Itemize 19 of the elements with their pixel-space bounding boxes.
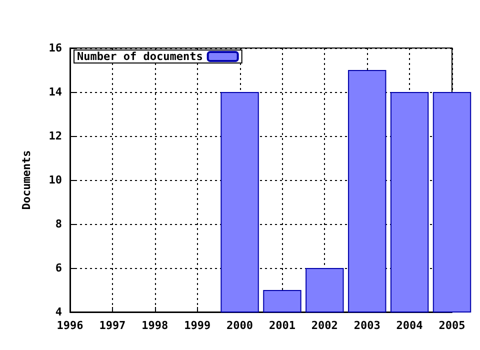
x-tick-label: 2000: [226, 319, 254, 332]
x-tick-label: 2004: [396, 319, 424, 332]
x-tick-label: 1996: [56, 319, 84, 332]
legend-label: Number of documents: [76, 50, 203, 63]
y-tick-label: 8: [55, 218, 62, 230]
y-tick-label: 16: [48, 42, 62, 54]
x-tick-label: 1997: [99, 319, 126, 332]
y-tick-label: 14: [48, 86, 62, 98]
y-tick-label: 6: [55, 262, 62, 274]
x-tick-label: 1998: [142, 319, 168, 332]
x-tick-label: 2002: [311, 319, 338, 332]
y-tick-label: 4: [55, 306, 62, 318]
y-tick-label: 10: [48, 174, 62, 186]
y-tick-label: 12: [48, 130, 62, 142]
x-tick-label: 2001: [268, 319, 296, 332]
x-tick-label: 2003: [354, 319, 380, 332]
x-tick-label: 2005: [438, 319, 466, 332]
x-tick-label: 1999: [184, 319, 211, 332]
y-axis-title: Documents: [20, 150, 33, 210]
